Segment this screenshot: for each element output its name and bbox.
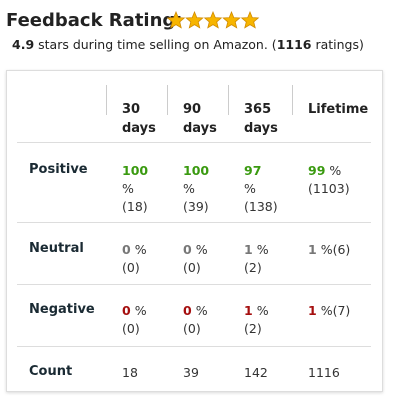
cell: 0 % (0) bbox=[183, 241, 213, 277]
percent-sign: % bbox=[329, 163, 342, 178]
feedback-table bbox=[6, 70, 383, 392]
column-header: 30 days bbox=[122, 102, 156, 136]
cell: 142 bbox=[244, 365, 268, 380]
percent-sign: % bbox=[122, 181, 134, 196]
cell: 100 % (39) bbox=[183, 162, 213, 216]
percent-value: 100 bbox=[122, 163, 149, 178]
rating-count: (0) bbox=[122, 260, 140, 275]
column-separator bbox=[167, 85, 168, 115]
rating-count: (2) bbox=[244, 260, 262, 275]
percent-value: 1 bbox=[308, 303, 317, 318]
row-label: Neutral bbox=[29, 241, 84, 256]
rating-count: (0) bbox=[122, 321, 140, 336]
summary-text: stars during time selling on Amazon. ( bbox=[34, 37, 277, 52]
rating-count: (138) bbox=[244, 199, 278, 214]
rating-count: (1103) bbox=[308, 181, 350, 196]
percent-value: 1 bbox=[308, 242, 317, 257]
cell: 1116 bbox=[308, 365, 340, 380]
percent-value: 0 bbox=[183, 303, 192, 318]
percent-sign: % bbox=[256, 303, 269, 318]
summary-tail: ratings) bbox=[311, 37, 364, 52]
percent-sign: % bbox=[320, 303, 333, 318]
percent-value: 0 bbox=[122, 303, 131, 318]
cell: 1 % (2) bbox=[244, 241, 274, 277]
row-label: Negative bbox=[29, 302, 95, 317]
row-label: Count bbox=[29, 364, 73, 379]
column-separator bbox=[292, 85, 293, 115]
row-separator bbox=[17, 284, 371, 285]
rating-count: (2) bbox=[244, 321, 262, 336]
cell: 1 % (2) bbox=[244, 302, 274, 338]
cell: 0 % (0) bbox=[122, 241, 152, 277]
column-separator bbox=[228, 85, 229, 115]
rating-count: (0) bbox=[183, 321, 201, 336]
rating-count: (6) bbox=[332, 242, 351, 257]
column-separator bbox=[106, 85, 107, 115]
percent-value: 0 bbox=[183, 242, 192, 257]
rating: 4.9 bbox=[12, 37, 35, 52]
cell: 1 %(7) bbox=[308, 302, 378, 320]
row-separator bbox=[17, 222, 371, 223]
percent-sign: % bbox=[256, 242, 269, 257]
percent-sign: % bbox=[195, 303, 208, 318]
cell: 99 % (1103) bbox=[308, 162, 378, 198]
rating-count: (0) bbox=[183, 260, 201, 275]
percent-value: 100 bbox=[183, 163, 210, 178]
percent-sign: % bbox=[195, 242, 208, 257]
cell: 1 %(6) bbox=[308, 241, 378, 259]
percent-sign: % bbox=[134, 242, 147, 257]
rating-count: (7) bbox=[332, 303, 351, 318]
percent-sign: % bbox=[320, 242, 333, 257]
title: Feedback Rating: bbox=[6, 10, 183, 31]
percent-value: 99 bbox=[308, 163, 326, 178]
column-header: Lifetime bbox=[308, 102, 369, 117]
row-separator bbox=[17, 346, 371, 347]
cell: 0 % (0) bbox=[122, 302, 152, 338]
stars bbox=[167, 11, 259, 29]
rating-count: 1116 bbox=[276, 37, 312, 52]
percent-sign: % bbox=[134, 303, 147, 318]
cell: 100 % (18) bbox=[122, 162, 152, 216]
cell: 0 % (0) bbox=[183, 302, 213, 338]
rating-count: (39) bbox=[183, 199, 209, 214]
cell: 18 bbox=[122, 365, 138, 380]
percent-value: 1 bbox=[244, 303, 253, 318]
cell: 39 bbox=[183, 365, 199, 380]
percent-sign: % bbox=[244, 181, 256, 196]
column-header: 365 days bbox=[244, 102, 278, 136]
row-label: Positive bbox=[29, 162, 88, 177]
percent-sign: % bbox=[183, 181, 195, 196]
percent-value: 97 bbox=[244, 163, 262, 178]
cell: 97 % (138) bbox=[244, 162, 278, 216]
rating-count: (18) bbox=[122, 199, 148, 214]
percent-value: 1 bbox=[244, 242, 253, 257]
column-header: 90 days bbox=[183, 102, 217, 136]
row-separator bbox=[17, 142, 371, 143]
percent-value: 0 bbox=[122, 242, 131, 257]
rating-summary: 4.9 stars during time selling on Amazon.… bbox=[12, 36, 372, 53]
